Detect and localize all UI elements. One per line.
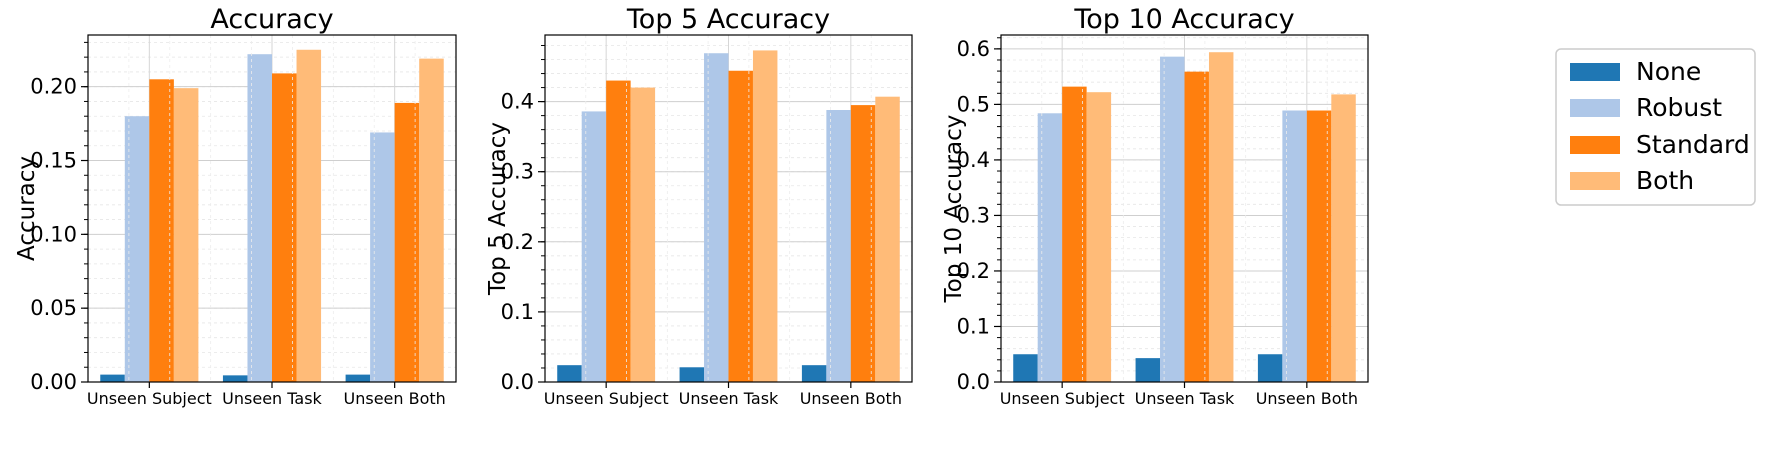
y-tick-label: 0.1: [957, 314, 990, 338]
y-tick-label: 0.2: [501, 230, 534, 254]
legend-swatch-standard: [1570, 136, 1620, 154]
y-tick-label: 0.3: [501, 160, 534, 184]
legend-swatch-none: [1570, 63, 1620, 81]
x-tick-label: Unseen Both: [344, 389, 446, 408]
legend: None Robust Standard Both: [1555, 48, 1756, 206]
bar-both-unseen-both: [419, 58, 444, 383]
bar-none-unseen-both: [801, 365, 827, 382]
bar-robust-unseen-both: [1282, 110, 1307, 382]
bar-both-unseen-task: [296, 49, 322, 382]
legend-label-none: None: [1636, 57, 1701, 86]
bar-robust-unseen-subject: [581, 111, 607, 383]
bar-standard-unseen-subject: [1062, 86, 1087, 382]
bar-standard-unseen-both: [850, 105, 876, 382]
y-tick-label: 0.00: [30, 370, 77, 394]
bar-none-unseen-subject: [100, 374, 125, 382]
plot-frame: [87, 34, 457, 383]
bar-standard-unseen-both: [394, 102, 420, 382]
chart-title: Top 5 Accuracy: [626, 4, 830, 35]
y-tick-label: 0.4: [501, 90, 534, 114]
bar-both-unseen-subject: [630, 87, 656, 383]
y-tick-label: 0.5: [957, 92, 990, 116]
bar-both-unseen-subject: [1086, 92, 1112, 382]
bar-none-unseen-both: [345, 374, 371, 382]
x-tick-label: Unseen Subject: [1000, 389, 1125, 408]
y-tick-label: 0.10: [30, 222, 77, 246]
bar-both-unseen-both: [875, 96, 900, 382]
bar-both-unseen-task: [752, 50, 778, 383]
x-tick-label: Unseen Subject: [544, 389, 669, 408]
bar-none-unseen-task: [679, 367, 705, 382]
bar-robust-unseen-task: [704, 53, 729, 383]
bar-robust-unseen-subject: [1037, 113, 1063, 382]
x-tick-label: Unseen Both: [800, 389, 902, 408]
bar-standard-unseen-subject: [606, 80, 631, 382]
chart-panel-2: 0.0 0.1 0.2 0.3 0.4 Unseen Subject Unseen Task…: [485, 4, 913, 408]
x-tick-label: Unseen Task: [222, 389, 322, 408]
bar-both-unseen-task: [1208, 52, 1234, 382]
bar-robust-unseen-task: [247, 54, 272, 383]
bar-both-unseen-both: [1331, 94, 1356, 382]
y-axis-label: Accuracy: [14, 156, 40, 261]
chart-title: Top 10 Accuracy: [1073, 4, 1294, 35]
legend-swatch-robust: [1570, 99, 1620, 117]
bar-both-unseen-subject: [173, 88, 199, 383]
bar-robust-unseen-both: [826, 110, 851, 382]
bar-robust-unseen-both: [370, 132, 395, 382]
bar-standard-unseen-both: [1306, 110, 1332, 382]
bar-none-unseen-both: [1257, 354, 1283, 382]
legend-label-both: Both: [1636, 166, 1694, 195]
chart-title: Accuracy: [210, 4, 333, 35]
y-tick-label: 0.0: [957, 370, 990, 394]
y-tick-label: 0.4: [957, 148, 990, 172]
y-axis-label: Top 5 Accuracy: [485, 122, 511, 296]
y-tick-label: 0.0: [501, 370, 534, 394]
plot-frame: [1000, 34, 1369, 383]
bar-robust-unseen-task: [1160, 56, 1185, 382]
chart-panel-1: 0.00 0.05 0.10 0.15 0.20 Unseen Subject Unseen…: [14, 4, 457, 408]
bar-standard-unseen-task: [728, 70, 753, 382]
chart-panels: 0.00 0.05 0.10 0.15 0.20 Unseen Subject Unseen…: [14, 4, 1369, 408]
y-tick-label: 0.20: [30, 75, 77, 99]
y-axis-label: Top 10 Accuracy: [941, 115, 967, 304]
y-tick-label: 0.05: [30, 296, 77, 320]
chart-panel-3: 0.0 0.1 0.2 0.3 0.4 0.5 0.6 Unseen Subject Unsee…: [941, 4, 1369, 408]
bar-none-unseen-subject: [557, 365, 582, 382]
bar-standard-unseen-task: [1184, 71, 1209, 383]
plot-frame: [544, 34, 913, 383]
y-tick-label: 0.3: [957, 203, 990, 227]
x-tick-label: Unseen Task: [1135, 389, 1235, 408]
legend-frame: [1555, 48, 1756, 206]
bar-none-unseen-task: [222, 375, 248, 382]
x-tick-label: Unseen Subject: [87, 389, 212, 408]
legend-label-standard: Standard: [1636, 130, 1750, 159]
bar-none-unseen-task: [1135, 358, 1161, 382]
y-tick-label: 0.15: [30, 149, 77, 173]
y-tick-label: 0.1: [501, 300, 534, 324]
y-tick-label: 0.6: [957, 37, 990, 61]
bar-robust-unseen-subject: [124, 116, 150, 382]
x-tick-label: Unseen Task: [679, 389, 779, 408]
x-tick-label: Unseen Both: [1256, 389, 1358, 408]
bar-standard-unseen-subject: [149, 79, 174, 382]
bar-none-unseen-subject: [1013, 354, 1038, 382]
bar-standard-unseen-task: [272, 73, 297, 383]
y-tick-label: 0.2: [957, 259, 990, 283]
legend-swatch-both: [1570, 172, 1620, 190]
legend-label-robust: Robust: [1636, 93, 1722, 122]
